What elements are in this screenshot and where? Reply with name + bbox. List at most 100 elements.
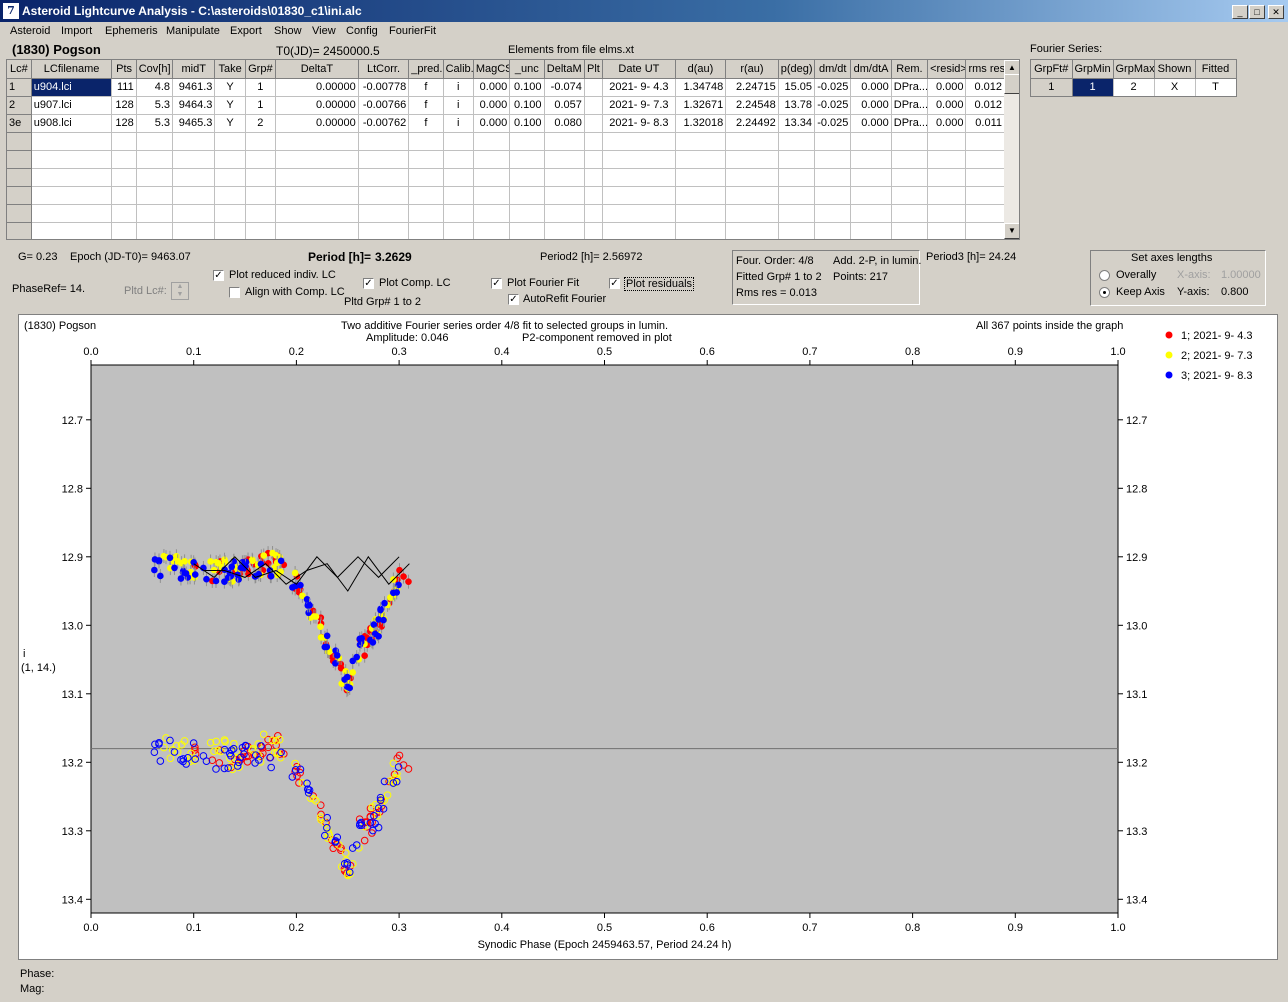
- residual-point[interactable]: [220, 764, 229, 773]
- table-cell[interactable]: [245, 186, 277, 205]
- residual-point[interactable]: [166, 736, 174, 745]
- table-cell[interactable]: [7, 168, 32, 187]
- table-cell[interactable]: -0.00762: [358, 114, 410, 133]
- table-cell[interactable]: [111, 222, 137, 239]
- table-cell[interactable]: [214, 168, 246, 187]
- residual-point[interactable]: [305, 786, 314, 794]
- lightcurve-chart[interactable]: 0.0 0.0 0.1 0.1 0.2 0.2 0.3 0.3 0.4 0.4 0.5 0.5 0.6 0…: [19, 315, 1277, 959]
- plot-reduced-checkbox[interactable]: ✓: [213, 270, 224, 281]
- menu-import[interactable]: Import: [61, 25, 93, 37]
- table-cell[interactable]: [31, 222, 113, 239]
- table-cell[interactable]: [778, 222, 816, 239]
- residual-point[interactable]: [344, 870, 352, 879]
- table-cell[interactable]: [675, 168, 727, 187]
- table-cell[interactable]: 0.000: [473, 114, 511, 133]
- data-point[interactable]: [228, 563, 236, 571]
- yaxis-value[interactable]: 0.800: [1221, 286, 1249, 298]
- table-cell[interactable]: [814, 222, 852, 239]
- lightcurve-table[interactable]: Lc# LCfilename Pts Cov[h] midT Take Grp# DeltaT…: [6, 59, 1020, 240]
- residual-point[interactable]: [221, 737, 229, 746]
- title-bar[interactable]: 7 Asteroid Lightcurve Analysis - C:\aste…: [0, 0, 1288, 22]
- table-cell[interactable]: 2021- 9- 4.3: [602, 78, 676, 97]
- table-cell[interactable]: [675, 132, 727, 151]
- data-point[interactable]: [377, 606, 384, 614]
- fourier-column-header[interactable]: GrpMax: [1113, 60, 1155, 79]
- table-cell[interactable]: [136, 204, 174, 223]
- table-cell[interactable]: [358, 186, 410, 205]
- residual-point[interactable]: [155, 738, 163, 747]
- residual-point[interactable]: [389, 759, 398, 768]
- fourier-cell[interactable]: T: [1195, 78, 1236, 96]
- data-point[interactable]: [303, 596, 311, 603]
- column-header[interactable]: Date UT: [602, 60, 676, 79]
- table-cell[interactable]: [214, 150, 246, 169]
- table-cell[interactable]: [778, 186, 816, 205]
- column-header[interactable]: LCfilename: [31, 60, 113, 79]
- data-point[interactable]: [405, 578, 412, 585]
- table-cell[interactable]: [850, 222, 892, 239]
- table-cell[interactable]: [584, 204, 604, 223]
- table-cell[interactable]: 13.34: [778, 114, 816, 133]
- table-cell[interactable]: [358, 204, 410, 223]
- data-point[interactable]: [171, 564, 178, 572]
- table-cell[interactable]: [814, 186, 852, 205]
- table-cell[interactable]: [850, 132, 892, 151]
- table-cell[interactable]: 0.011: [965, 114, 1005, 133]
- fourier-cell[interactable]: 1: [1031, 78, 1073, 96]
- residual-point[interactable]: [370, 812, 378, 820]
- column-header[interactable]: _pred.: [408, 60, 444, 79]
- residual-point[interactable]: [162, 734, 170, 742]
- residual-point[interactable]: [376, 796, 385, 804]
- table-cell[interactable]: [31, 168, 113, 187]
- residual-point[interactable]: [376, 793, 385, 802]
- table-cell[interactable]: Y: [214, 96, 246, 115]
- residual-point[interactable]: [258, 744, 267, 752]
- lightcurve-plot[interactable]: 0.0 0.0 0.1 0.1 0.2 0.2 0.3 0.3 0.4 0.4 0.5 0.5 0.6 0…: [18, 314, 1278, 960]
- table-cell[interactable]: 128: [111, 96, 137, 115]
- table-cell[interactable]: f: [408, 96, 444, 115]
- residual-point[interactable]: [235, 763, 244, 771]
- column-header[interactable]: LtCorr.: [358, 60, 410, 79]
- data-point[interactable]: [380, 616, 387, 624]
- table-cell[interactable]: DPra...: [891, 114, 929, 133]
- table-cell[interactable]: [509, 186, 545, 205]
- menu-show[interactable]: Show: [274, 25, 302, 37]
- table-cell[interactable]: [31, 150, 113, 169]
- table-cell[interactable]: [584, 168, 604, 187]
- scroll-thumb[interactable]: [1004, 74, 1019, 94]
- table-cell[interactable]: 0.100: [509, 78, 545, 97]
- table-cell[interactable]: [602, 204, 676, 223]
- residual-point[interactable]: [296, 765, 305, 774]
- data-point[interactable]: [166, 554, 174, 562]
- residual-point[interactable]: [234, 758, 243, 767]
- column-header[interactable]: Take: [214, 60, 246, 79]
- table-cell[interactable]: DPra...: [891, 78, 929, 97]
- table-cell[interactable]: [408, 186, 444, 205]
- fourier-column-header[interactable]: GrpMin: [1072, 60, 1114, 79]
- column-header[interactable]: d(au): [675, 60, 727, 79]
- residual-point[interactable]: [210, 747, 218, 756]
- table-cell[interactable]: [891, 186, 929, 205]
- table-cell[interactable]: [725, 168, 779, 187]
- residual-point[interactable]: [295, 779, 303, 787]
- table-cell[interactable]: 2.24492: [725, 114, 779, 133]
- table-cell[interactable]: [778, 132, 816, 151]
- table-cell[interactable]: [408, 132, 444, 151]
- table-cell[interactable]: [602, 150, 676, 169]
- close-button[interactable]: ✕: [1268, 5, 1284, 19]
- table-cell[interactable]: 1.32671: [675, 96, 727, 115]
- plot-area[interactable]: [90, 364, 1119, 914]
- menu-asteroid[interactable]: Asteroid: [10, 25, 51, 37]
- fourier-cell[interactable]: 2: [1113, 78, 1155, 96]
- table-cell[interactable]: [7, 150, 32, 169]
- table-cell[interactable]: 2021- 9- 8.3: [602, 114, 676, 133]
- table-cell[interactable]: [172, 168, 216, 187]
- data-point[interactable]: [349, 669, 357, 676]
- table-cell[interactable]: [136, 222, 174, 239]
- table-cell[interactable]: [111, 150, 137, 169]
- data-point[interactable]: [291, 569, 299, 577]
- table-row[interactable]: 2 u907.lci 128 5.3 9464.3 Y 1 0.00000 -0.00766 f i…: [7, 96, 1005, 115]
- data-point[interactable]: [191, 571, 199, 578]
- data-point[interactable]: [267, 572, 275, 580]
- column-header[interactable]: dm/dt: [814, 60, 852, 79]
